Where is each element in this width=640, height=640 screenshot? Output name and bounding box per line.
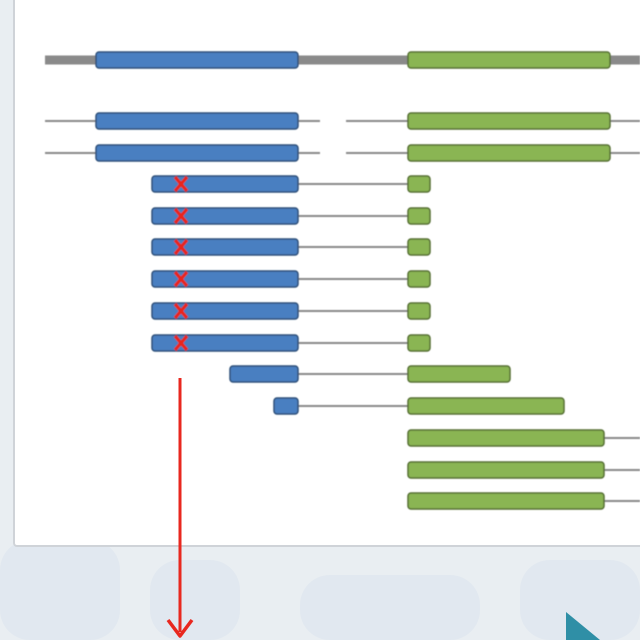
cross-mark-icon xyxy=(173,175,189,193)
cross-mark-stroke xyxy=(173,175,189,193)
blue-block xyxy=(273,397,299,415)
corner-accent xyxy=(566,612,600,640)
diagram-rows xyxy=(45,51,640,510)
cursor-icon xyxy=(566,612,600,640)
blue-block xyxy=(95,112,299,130)
green-block xyxy=(407,461,605,479)
watermark-shape xyxy=(150,560,240,640)
cross-mark-stroke xyxy=(173,270,189,288)
diagram-row xyxy=(151,238,431,256)
green-block xyxy=(407,302,431,320)
green-block xyxy=(407,270,431,288)
diagram-row xyxy=(407,429,640,447)
blue-block xyxy=(151,238,299,256)
diagram-row xyxy=(151,334,431,352)
green-block xyxy=(407,144,611,162)
diagram-row xyxy=(151,175,431,193)
cross-mark-stroke xyxy=(173,238,189,256)
cross-mark-stroke xyxy=(173,207,189,225)
blue-block xyxy=(151,207,299,225)
green-block xyxy=(407,334,431,352)
green-block xyxy=(407,238,431,256)
diagram-row xyxy=(407,492,640,510)
cross-mark-icon xyxy=(173,207,189,225)
green-block xyxy=(407,365,511,383)
blue-block xyxy=(95,144,299,162)
green-block xyxy=(407,51,611,69)
green-block xyxy=(407,492,605,510)
diagram-row xyxy=(407,461,640,479)
cross-mark-stroke xyxy=(173,334,189,352)
green-block xyxy=(407,112,611,130)
cross-mark-icon xyxy=(173,334,189,352)
cross-mark-icon xyxy=(173,302,189,320)
blue-block xyxy=(229,365,299,383)
diagram-row xyxy=(45,51,640,69)
background-watermark xyxy=(0,540,640,640)
diagram-row xyxy=(151,270,431,288)
watermark-shape xyxy=(0,540,120,640)
arrow-head xyxy=(166,618,194,638)
cross-mark-icon xyxy=(173,238,189,256)
diagram-row xyxy=(273,397,565,415)
blue-block xyxy=(151,270,299,288)
blue-block xyxy=(151,302,299,320)
diagram-row xyxy=(45,144,640,162)
green-block xyxy=(407,397,565,415)
green-block xyxy=(407,175,431,193)
watermark-shape xyxy=(300,575,480,640)
green-block xyxy=(407,207,431,225)
cross-mark-stroke xyxy=(173,302,189,320)
diagram-row xyxy=(45,112,640,130)
diagram-row xyxy=(229,365,511,383)
cross-mark-icon xyxy=(173,270,189,288)
blue-block xyxy=(151,334,299,352)
diagram-row xyxy=(151,207,431,225)
green-block xyxy=(407,429,605,447)
blue-block xyxy=(95,51,299,69)
arrow-down-icon xyxy=(166,378,194,638)
watermark-shape xyxy=(520,560,640,640)
diagram-row xyxy=(151,302,431,320)
blue-block xyxy=(151,175,299,193)
